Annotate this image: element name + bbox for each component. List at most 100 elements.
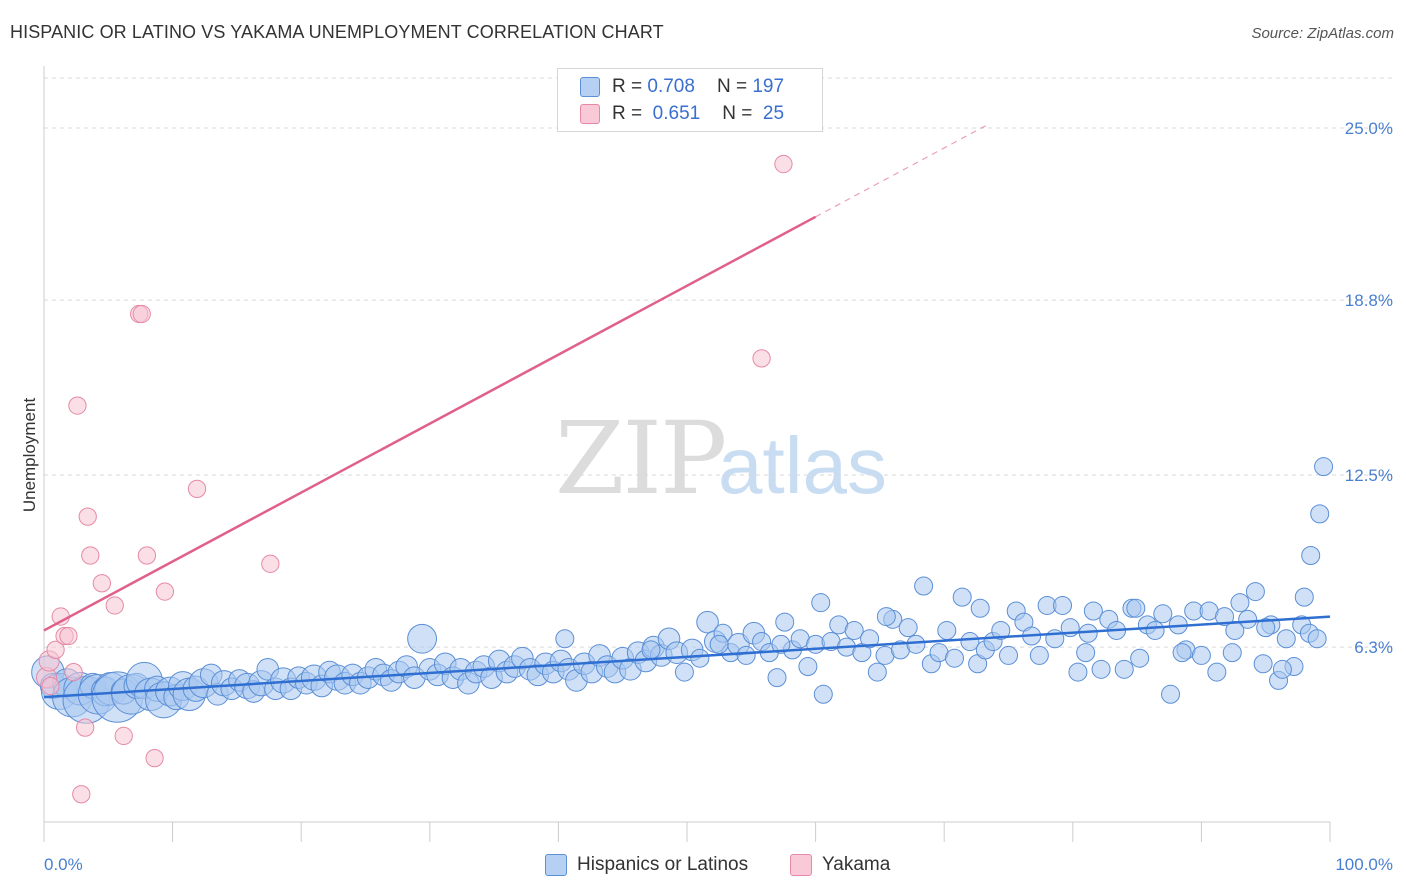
data-point-hispanic (674, 662, 694, 682)
data-point-yakama (64, 662, 83, 682)
data-point-hispanic (860, 629, 880, 649)
data-point-yakama (76, 718, 95, 737)
data-point-hispanic (937, 620, 957, 640)
data-point-hispanic (970, 598, 990, 618)
data-point-hispanic (1091, 659, 1111, 679)
data-point-hispanic (811, 593, 831, 613)
data-point-hispanic (960, 632, 980, 652)
data-point-hispanic (1191, 645, 1211, 665)
data-point-hispanic (1126, 598, 1146, 618)
legend-r-value: 0.708 (647, 76, 695, 97)
legend-r-value: 0.651 (652, 103, 701, 124)
data-point-hispanic (876, 607, 896, 627)
data-point-hispanic (1076, 643, 1096, 663)
watermark-atlas: atlas (718, 421, 887, 510)
data-point-hispanic (1153, 604, 1173, 624)
data-point-yakama (774, 154, 793, 174)
data-point-hispanic (641, 640, 661, 660)
legend-row-yakama: R = 0.651 N = 25 (580, 101, 784, 127)
data-point-yakama (92, 574, 112, 593)
data-point-hispanic (1294, 587, 1314, 607)
data-point-hispanic (1029, 645, 1049, 665)
trendline-hispanic (43, 615, 1331, 699)
data-point-hispanic (1130, 648, 1150, 668)
data-point-hispanic (813, 684, 833, 704)
data-point-hispanic (1230, 593, 1250, 613)
legend-r-label: R = (612, 103, 643, 124)
y-tick-label: 6.3% (1354, 638, 1393, 657)
bottom-legend-label: Yakama (822, 854, 891, 875)
data-point-hispanic (1256, 618, 1276, 638)
data-point-yakama (78, 507, 97, 526)
data-point-hispanic (1272, 659, 1292, 679)
data-point-hispanic (775, 612, 795, 632)
data-point-hispanic (944, 648, 964, 668)
data-point-hispanic (736, 645, 756, 665)
data-point-hispanic (1307, 629, 1327, 649)
source-credit: Source: ZipAtlas.com (1251, 25, 1394, 42)
data-point-yakama (68, 396, 87, 415)
data-point-yakama (155, 582, 175, 601)
data-point-hispanic (555, 629, 575, 649)
chart-title: HISPANIC OR LATINO VS YAKAMA UNEMPLOYMEN… (10, 22, 664, 42)
trendline-yakama-extension (815, 124, 987, 218)
data-point-yakama (72, 785, 91, 804)
data-point-hispanic (952, 587, 972, 607)
legend-swatch-blue (580, 77, 600, 97)
data-point-hispanic (1276, 629, 1296, 649)
data-point-hispanic (1245, 582, 1265, 602)
data-point-hispanic (1253, 654, 1273, 674)
bottom-legend-swatch-blue (545, 854, 567, 876)
trendline-yakama (43, 215, 817, 632)
data-point-hispanic (1172, 643, 1192, 663)
data-point-yakama (81, 546, 100, 565)
data-point-hispanic (407, 623, 437, 654)
data-point-hispanic (806, 634, 826, 654)
legend-r-label: R = (612, 76, 643, 97)
y-tick-label: 25.0% (1345, 119, 1393, 138)
data-point-hispanic (696, 610, 719, 634)
data-point-yakama (137, 546, 157, 565)
correlation-legend: R = 0.708 N = 197 R = 0.651 N = 25 (557, 68, 823, 132)
data-point-hispanic (1314, 457, 1334, 477)
data-point-hispanic (1161, 684, 1181, 704)
bottom-legend-yakama[interactable]: Yakama (790, 852, 890, 878)
y-tick-label: 18.8% (1345, 291, 1393, 310)
data-point-hispanic (1145, 620, 1165, 640)
data-point-yakama (752, 349, 771, 368)
x-tick-label: 100.0% (1335, 855, 1393, 874)
data-point-hispanic (898, 618, 918, 638)
data-point-yakama (59, 626, 78, 646)
data-point-hispanic (844, 620, 864, 640)
legend-n-label: N = (722, 103, 753, 124)
data-point-hispanic (999, 645, 1018, 665)
data-point-hispanic (1222, 643, 1242, 663)
data-point-hispanic (1083, 601, 1103, 621)
data-point-hispanic (690, 648, 710, 668)
data-point-hispanic (867, 662, 887, 682)
legend-swatch-pink (580, 104, 600, 124)
data-point-hispanic (991, 620, 1011, 640)
data-point-hispanic (906, 634, 926, 654)
x-tick-label: 0.0% (44, 855, 83, 874)
data-point-hispanic (798, 657, 818, 677)
watermark-zip: ZIP (555, 400, 727, 517)
data-point-yakama (105, 596, 124, 615)
data-point-hispanic (1068, 662, 1088, 682)
data-point-hispanic (771, 634, 791, 654)
data-point-yakama (187, 479, 207, 499)
bottom-legend-label: Hispanics or Latinos (577, 854, 749, 875)
data-point-hispanic (1238, 609, 1258, 629)
data-point-yakama (114, 726, 133, 746)
data-point-hispanic (767, 668, 787, 688)
data-point-yakama (145, 749, 164, 768)
data-point-hispanic (1310, 504, 1330, 524)
bottom-legend-hispanic[interactable]: Hispanics or Latinos (545, 852, 748, 878)
data-point-yakama (41, 676, 60, 696)
data-point-yakama (261, 554, 280, 573)
legend-n-label: N = (716, 76, 748, 97)
data-point-hispanic (1114, 659, 1134, 679)
data-point-yakama (46, 640, 65, 660)
data-point-hispanic (914, 576, 934, 596)
